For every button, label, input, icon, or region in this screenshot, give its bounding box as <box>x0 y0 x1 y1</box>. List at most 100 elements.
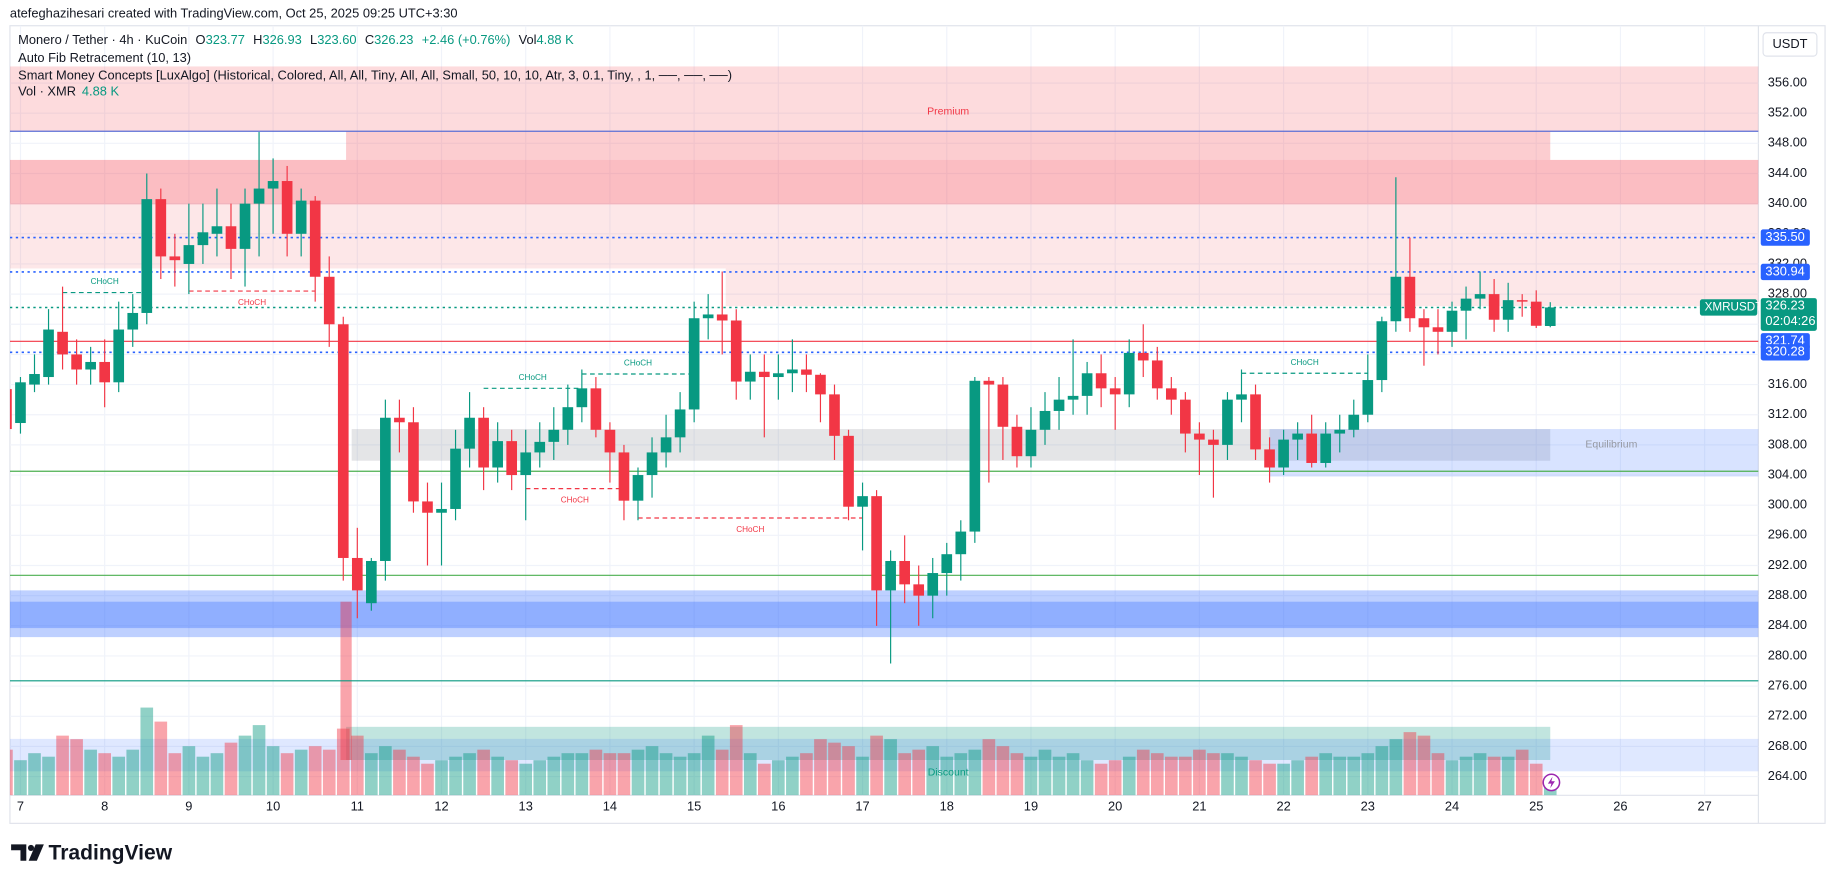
candle-body <box>337 324 349 558</box>
symbol-label: XMRUSDT <box>1705 301 1763 314</box>
volume-bar <box>1207 753 1220 796</box>
candle-body <box>674 409 686 438</box>
candle-body <box>1334 429 1346 434</box>
x-tick-label: 9 <box>185 798 192 813</box>
candle-body <box>127 312 139 330</box>
volume-bar <box>856 756 869 796</box>
candle-body <box>969 380 981 532</box>
candle-body <box>1362 380 1374 415</box>
volume-bar <box>743 753 757 796</box>
symbol: Monero / Tether · 4h · KuCoin <box>18 32 187 47</box>
y-tick-label: 312.00 <box>1768 406 1807 421</box>
brand: TradingView <box>49 841 173 864</box>
candle-body <box>1376 321 1388 381</box>
volume-bar <box>1136 749 1150 796</box>
y-tick-label: 356.00 <box>1768 74 1807 89</box>
indicator: Auto Fib Retracement (10, 13) <box>18 50 191 65</box>
zone-label: Premium <box>927 105 969 117</box>
candle-body <box>155 199 167 257</box>
candle-body <box>394 417 405 423</box>
price-label-box <box>1760 263 1810 281</box>
volume-bar <box>350 735 364 796</box>
volume-bar <box>84 749 97 796</box>
candle-body <box>1516 300 1528 302</box>
volume-bar <box>407 756 420 796</box>
volume-value: 4.88 K <box>82 84 120 99</box>
volume-bar <box>1347 756 1361 796</box>
vol: Vol <box>519 32 537 47</box>
volume-bar <box>1179 756 1192 796</box>
y-tick-label: 268.00 <box>1768 738 1807 753</box>
candle-body <box>1180 399 1191 434</box>
volume-bar <box>561 753 575 796</box>
volume-bar <box>210 753 224 796</box>
x-tick-label: 25 <box>1529 798 1543 813</box>
volume-bar <box>589 749 603 796</box>
volume-bar <box>1193 749 1206 796</box>
candle-body <box>801 369 812 375</box>
candle-body <box>1544 307 1556 326</box>
price-label-box <box>1760 229 1810 246</box>
volume-bar <box>477 749 490 796</box>
x-tick-label: 16 <box>771 798 785 813</box>
logo-mark <box>28 844 44 861</box>
zone-label: Equilibrium <box>1585 439 1637 451</box>
candle-body <box>871 496 882 591</box>
volume-bar <box>1375 746 1389 796</box>
volume-legend: Vol · XMR 4.88 K <box>18 84 119 99</box>
volume-bar <box>98 753 111 796</box>
candle-body <box>815 374 826 395</box>
zone <box>346 131 1551 160</box>
candle-body <box>1151 360 1163 389</box>
indicator: Smart Money Concepts [LuxAlgo] (Historic… <box>18 67 732 82</box>
currency[interactable]: USDT <box>1772 36 1807 51</box>
volume-bar <box>884 739 897 796</box>
volume-bar <box>1249 760 1262 796</box>
x-tick-label: 18 <box>940 798 954 813</box>
candle-body <box>1488 294 1500 320</box>
x-tick-label: 21 <box>1192 798 1206 813</box>
volume-bar <box>294 749 308 796</box>
candle-body <box>15 382 26 424</box>
overlay: 264.00 268.00 272.00 276.00 280.00 284.00 288.… <box>17 74 1817 813</box>
volume-bar <box>842 746 855 796</box>
candle-body <box>9 389 12 430</box>
candle-body <box>1460 298 1472 311</box>
candle-body <box>1222 399 1233 445</box>
candle-body <box>183 245 195 264</box>
logo-dot <box>27 844 35 851</box>
volume-bar <box>673 756 687 796</box>
volume-bar <box>1094 763 1108 796</box>
candle-body <box>744 371 756 382</box>
candle-body <box>211 226 223 234</box>
candle-body <box>85 361 96 370</box>
volume-bar <box>800 753 813 796</box>
volume-bar <box>28 753 41 796</box>
zone <box>9 601 1759 629</box>
volume-bar <box>365 753 378 796</box>
zone <box>1269 429 1759 477</box>
x-tick-label: 22 <box>1276 798 1290 813</box>
volume-bar <box>1361 753 1375 796</box>
x-tick-label: 8 <box>101 798 108 813</box>
y-tick-label: 288.00 <box>1768 587 1807 602</box>
zone <box>9 738 1759 772</box>
candle-body <box>1067 395 1079 400</box>
volume-bar <box>786 756 799 796</box>
candle-body <box>29 374 40 385</box>
candle-body <box>1194 433 1205 440</box>
volume-bar <box>1305 756 1318 796</box>
volume-bar <box>1459 756 1473 796</box>
volume-bar <box>196 756 210 796</box>
volume-bar <box>491 756 504 796</box>
volume-bar <box>266 746 280 796</box>
x-tick-label: 24 <box>1445 798 1459 813</box>
currency-button[interactable] <box>1762 32 1818 57</box>
candle-body <box>1250 394 1261 450</box>
volume-bar <box>1010 753 1024 796</box>
candle-body <box>1025 429 1037 457</box>
candle-body <box>309 200 321 277</box>
volume-bar <box>926 746 940 796</box>
candle-body <box>941 554 953 574</box>
